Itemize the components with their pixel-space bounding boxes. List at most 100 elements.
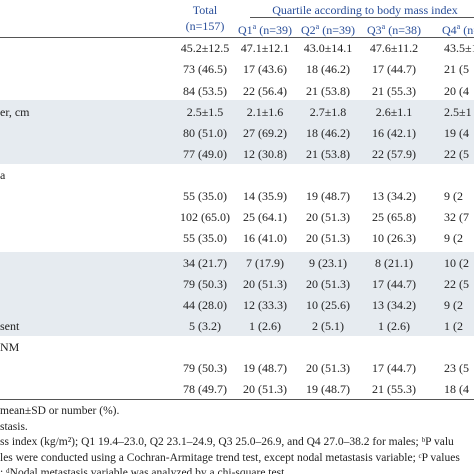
- total-header: Total: [192, 3, 218, 17]
- quartile-n: (n=4: [463, 23, 474, 37]
- cell: 18 (46.2): [306, 62, 350, 76]
- cell: 19 (48.7): [306, 189, 350, 203]
- row-label: er, cm: [0, 105, 30, 119]
- cell: 19 (48.7): [306, 382, 350, 396]
- cell: 25 (65.8): [372, 210, 416, 224]
- cell: 32 (7: [444, 210, 469, 224]
- cell: 47.1±12.1: [240, 41, 290, 55]
- cell: 1 (2.6): [249, 319, 281, 333]
- cell: 20 (4: [444, 84, 469, 98]
- cell: 2.1±1.6: [246, 105, 284, 119]
- cell: 45.2±12.5: [180, 41, 230, 55]
- cell: 55 (35.0): [183, 231, 227, 245]
- cell: 27 (69.2): [243, 126, 287, 140]
- cell: 19 (4: [444, 126, 469, 140]
- cell: 73 (46.5): [183, 62, 227, 76]
- cell: 17 (44.7): [372, 62, 416, 76]
- footnote: ss index (kg/m²); Q1 19.4–23.0, Q2 23.1–…: [0, 436, 454, 448]
- cell: 10 (25.6): [306, 298, 350, 312]
- cell: 13 (34.2): [372, 298, 416, 312]
- cell: 8 (21.1): [375, 256, 413, 270]
- cell: 19 (48.7): [243, 361, 287, 375]
- quartile-header: Q1a (n=39): [238, 20, 292, 37]
- cell: 16 (42.1): [372, 126, 416, 140]
- footnote: ; ᵈNodal metastasis variable was analyze…: [0, 467, 288, 474]
- row-label: NM: [0, 340, 20, 354]
- cell: 22 (5: [444, 147, 469, 161]
- quartile-sup: a: [315, 22, 320, 31]
- cell: 10 (26.3): [372, 231, 416, 245]
- cell: 44 (28.0): [183, 298, 227, 312]
- cell: 77 (49.0): [183, 147, 227, 161]
- cell: 20 (51.3): [306, 231, 350, 245]
- quartile-n: (n=38): [388, 23, 421, 37]
- quartile-name: Q3: [367, 23, 382, 37]
- cell: 2.5±1.5: [186, 105, 224, 119]
- cell: 21 (53.8): [306, 84, 350, 98]
- cell: 2 (5.1): [312, 319, 344, 333]
- cell: 20 (51.3): [243, 382, 287, 396]
- quartile-name: Q1: [238, 23, 253, 37]
- cell: 9 (2: [444, 231, 463, 245]
- cell: 21 (55.3): [372, 382, 416, 396]
- cell: 17 (44.7): [372, 277, 416, 291]
- total-n: (n=157): [185, 19, 225, 33]
- quartile-n: (n=39): [259, 23, 292, 37]
- cell: 23 (5: [444, 361, 469, 375]
- group-title: Quartile according to body mass index: [272, 3, 458, 17]
- cell: 16 (41.0): [243, 231, 287, 245]
- quartile-name: Q2: [301, 23, 316, 37]
- cell: 21 (55.3): [372, 84, 416, 98]
- cell: 22 (57.9): [372, 147, 416, 161]
- cell: 12 (30.8): [243, 147, 287, 161]
- quartile-header: Q4a(n=4: [442, 20, 474, 37]
- cell: 22 (5: [444, 277, 469, 291]
- cell: 9 (23.1): [309, 256, 347, 270]
- cell: 20 (51.3): [306, 361, 350, 375]
- cell: 13 (34.2): [372, 189, 416, 203]
- footnote: stasis.: [0, 420, 28, 433]
- header-rule: [0, 37, 474, 38]
- row-label: a: [0, 168, 6, 182]
- cell: 102 (65.0): [180, 210, 230, 224]
- cell: 20 (51.3): [306, 277, 350, 291]
- cell: 55 (35.0): [183, 189, 227, 203]
- cell: 14 (35.9): [243, 189, 287, 203]
- cell: 18 (46.2): [306, 126, 350, 140]
- cell: 80 (51.0): [183, 126, 227, 140]
- cell: 9 (2: [444, 189, 463, 203]
- cell: 43.0±14.1: [303, 41, 353, 55]
- cell: 79 (50.3): [183, 277, 227, 291]
- group-rule: [250, 17, 474, 18]
- cell: 43.5±14: [444, 41, 474, 55]
- cell: 18 (4: [444, 382, 469, 396]
- footnote: mean±SD or number (%).: [0, 405, 120, 417]
- quartile-name: Q4: [442, 23, 457, 37]
- cell: 47.6±11.2: [369, 41, 419, 55]
- row-label: sent: [0, 319, 20, 333]
- cell: 17 (43.6): [243, 62, 287, 76]
- cell: 5 (3.2): [189, 319, 221, 333]
- cell: 17 (44.7): [372, 361, 416, 375]
- quartile-sup: a: [381, 22, 386, 31]
- row-band: [0, 252, 474, 336]
- cell: 7 (17.9): [246, 256, 284, 270]
- cell: 2.7±1.8: [309, 105, 347, 119]
- quartile-n: (n=39): [322, 23, 355, 37]
- cell: 1 (2: [444, 319, 463, 333]
- cell: 9 (2: [444, 298, 463, 312]
- row-band: [0, 100, 474, 164]
- cell: 1 (2.6): [378, 319, 410, 333]
- cell: 2.5±1: [444, 105, 472, 119]
- bottom-rule: [0, 399, 474, 400]
- quartile-sup: a: [456, 22, 461, 31]
- quartile-header: Q3a (n=38): [367, 20, 421, 37]
- cell: 12 (33.3): [243, 298, 287, 312]
- quartile-sup: a: [252, 22, 257, 31]
- cell: 84 (53.5): [183, 84, 227, 98]
- cell: 10 (2: [444, 256, 469, 270]
- cell: 22 (56.4): [243, 84, 287, 98]
- cell: 78 (49.7): [183, 382, 227, 396]
- cell: 20 (51.3): [306, 210, 350, 224]
